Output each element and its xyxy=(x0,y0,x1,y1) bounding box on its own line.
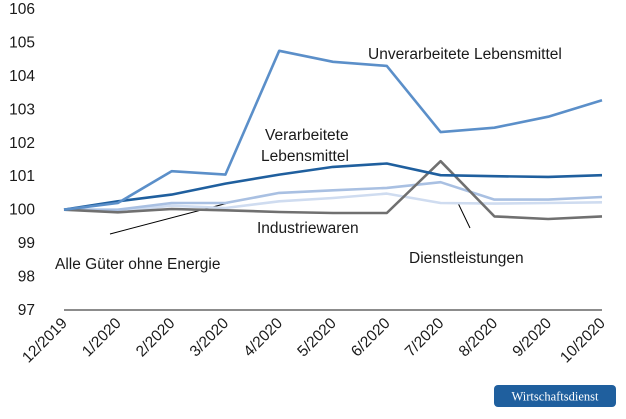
x-tick-label: 3/2020 xyxy=(187,315,233,361)
y-axis-ticks: 97 98 99 100 101 102 103 104 105 106 xyxy=(9,1,35,319)
label-verarbeitete-line2: Lebensmittel xyxy=(261,148,349,165)
badge-text: Wirtschaftsdienst xyxy=(512,390,600,404)
y-tick-label: 102 xyxy=(9,135,35,152)
y-tick-label: 103 xyxy=(9,101,35,118)
series-line-unverarbeitete-lebensmittel xyxy=(63,49,603,211)
badge: Wirtschaftsdienst xyxy=(494,385,616,407)
x-tick-label: 10/2020 xyxy=(557,315,609,367)
y-tick-label: 104 xyxy=(9,68,35,85)
series-line-verarbeitete-lebensmittel xyxy=(63,162,603,211)
x-tick-label: 6/2020 xyxy=(348,315,394,361)
x-axis-ticks: 12/2019 1/2020 2/2020 3/2020 4/2020 5/2020 6/2… xyxy=(19,315,609,367)
label-alle-gueter-ohne-energie: Alle Güter ohne Energie xyxy=(55,256,220,273)
label-dienstleistungen: Dienstleistungen xyxy=(409,250,524,267)
series-lines xyxy=(63,49,603,221)
y-tick-label: 106 xyxy=(9,1,35,18)
x-tick-label: 9/2020 xyxy=(509,315,555,361)
series-line-alle-gueter-ohne-energie xyxy=(63,192,603,213)
badge-background xyxy=(494,385,616,407)
y-tick-label: 101 xyxy=(9,168,35,185)
y-tick-label: 105 xyxy=(9,34,35,51)
series-line-dienstleistungen xyxy=(63,159,603,221)
label-unverarbeitete-lebensmittel: Unverarbeitete Lebensmittel xyxy=(368,46,562,63)
y-tick-label: 98 xyxy=(18,269,35,286)
x-tick-label: 1/2020 xyxy=(79,315,125,361)
label-industriewaren: Industriewaren xyxy=(257,220,359,237)
label-verarbeitete-line1: Verarbeitete xyxy=(265,127,349,144)
y-tick-label: 97 xyxy=(18,302,35,319)
x-tick-label: 4/2020 xyxy=(240,315,286,361)
y-tick-label: 100 xyxy=(9,202,35,219)
x-tick-label: 5/2020 xyxy=(294,315,340,361)
series-line-industriewaren xyxy=(64,180,603,211)
leader-line-dienst xyxy=(457,202,471,229)
x-tick-label: 8/2020 xyxy=(456,315,502,361)
y-tick-label: 99 xyxy=(18,235,35,252)
x-tick-label: 12/2019 xyxy=(19,315,71,367)
x-tick-label: 2/2020 xyxy=(133,315,179,361)
x-tick-label: 7/2020 xyxy=(402,315,448,361)
